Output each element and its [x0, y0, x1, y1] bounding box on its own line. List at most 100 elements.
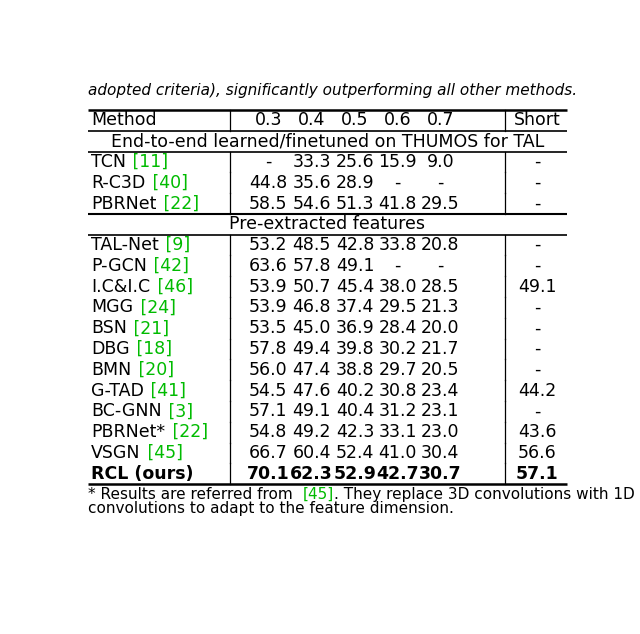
- Text: -: -: [534, 299, 540, 316]
- Text: 9.0: 9.0: [427, 153, 454, 171]
- Text: [46]: [46]: [152, 278, 193, 295]
- Text: -: -: [534, 236, 540, 254]
- Text: 29.5: 29.5: [421, 195, 460, 212]
- Text: 56.6: 56.6: [518, 444, 557, 462]
- Text: I.C&I.C: I.C&I.C: [91, 278, 150, 295]
- Text: 39.8: 39.8: [336, 340, 374, 358]
- Text: 41.8: 41.8: [379, 195, 417, 212]
- Text: DBG: DBG: [91, 340, 129, 358]
- Text: 20.8: 20.8: [421, 236, 460, 254]
- Text: 0.4: 0.4: [298, 112, 325, 129]
- Text: BSN: BSN: [91, 320, 127, 337]
- Text: 15.9: 15.9: [378, 153, 417, 171]
- Text: [22]: [22]: [158, 195, 199, 212]
- Text: 45.0: 45.0: [292, 320, 331, 337]
- Text: Pre-extracted features: Pre-extracted features: [229, 216, 425, 233]
- Text: -: -: [265, 153, 271, 171]
- Text: 47.4: 47.4: [292, 361, 331, 379]
- Text: 38.0: 38.0: [378, 278, 417, 295]
- Text: 53.2: 53.2: [249, 236, 287, 254]
- Text: 49.1: 49.1: [292, 403, 331, 420]
- Text: 0.7: 0.7: [427, 112, 454, 129]
- Text: -: -: [534, 153, 540, 171]
- Text: * Results are referred from: * Results are referred from: [88, 488, 302, 502]
- Text: 57.1: 57.1: [249, 403, 287, 420]
- Text: 28.5: 28.5: [421, 278, 460, 295]
- Text: -: -: [534, 174, 540, 191]
- Text: -: -: [534, 195, 540, 212]
- Text: 42.8: 42.8: [336, 236, 374, 254]
- Text: [11]: [11]: [127, 153, 168, 171]
- Text: 53.9: 53.9: [249, 299, 287, 316]
- Text: 40.2: 40.2: [336, 382, 374, 399]
- Text: 30.8: 30.8: [378, 382, 417, 399]
- Text: PBRNet: PBRNet: [91, 195, 156, 212]
- Text: TCN: TCN: [91, 153, 126, 171]
- Text: 33.8: 33.8: [378, 236, 417, 254]
- Text: 48.5: 48.5: [292, 236, 331, 254]
- Text: 23.1: 23.1: [421, 403, 460, 420]
- Text: -: -: [395, 257, 401, 275]
- Text: 28.9: 28.9: [336, 174, 374, 191]
- Text: 23.4: 23.4: [421, 382, 460, 399]
- Text: 29.7: 29.7: [378, 361, 417, 379]
- Text: [41]: [41]: [145, 382, 186, 399]
- Text: Method: Method: [91, 112, 156, 129]
- Text: VSGN: VSGN: [91, 444, 140, 462]
- Text: [24]: [24]: [134, 299, 175, 316]
- Text: 21.7: 21.7: [421, 340, 460, 358]
- Text: 57.8: 57.8: [249, 340, 287, 358]
- Text: MGG: MGG: [91, 299, 133, 316]
- Text: 49.1: 49.1: [518, 278, 557, 295]
- Text: convolutions to adapt to the feature dimension.: convolutions to adapt to the feature dim…: [88, 501, 454, 516]
- Text: -: -: [534, 340, 540, 358]
- Text: RCL (ours): RCL (ours): [91, 465, 193, 482]
- Text: 52.9: 52.9: [333, 465, 376, 482]
- Text: 52.4: 52.4: [336, 444, 374, 462]
- Text: 33.1: 33.1: [378, 424, 417, 441]
- Text: 49.1: 49.1: [336, 257, 374, 275]
- Text: 47.6: 47.6: [292, 382, 331, 399]
- Text: 54.5: 54.5: [249, 382, 287, 399]
- Text: [45]: [45]: [302, 488, 333, 502]
- Text: [40]: [40]: [147, 174, 188, 191]
- Text: R-C3D: R-C3D: [91, 174, 145, 191]
- Text: [20]: [20]: [132, 361, 174, 379]
- Text: Short: Short: [514, 112, 561, 129]
- Text: 30.7: 30.7: [419, 465, 461, 482]
- Text: PBRNet*: PBRNet*: [91, 424, 165, 441]
- Text: [18]: [18]: [131, 340, 172, 358]
- Text: 46.8: 46.8: [292, 299, 331, 316]
- Text: . They replace 3D convolutions with 1D: . They replace 3D convolutions with 1D: [333, 488, 634, 502]
- Text: 31.2: 31.2: [378, 403, 417, 420]
- Text: 20.5: 20.5: [421, 361, 460, 379]
- Text: 44.2: 44.2: [518, 382, 556, 399]
- Text: 40.4: 40.4: [336, 403, 374, 420]
- Text: 20.0: 20.0: [421, 320, 460, 337]
- Text: [22]: [22]: [166, 424, 207, 441]
- Text: 50.7: 50.7: [292, 278, 331, 295]
- Text: 36.9: 36.9: [336, 320, 374, 337]
- Text: 51.3: 51.3: [336, 195, 374, 212]
- Text: 25.6: 25.6: [336, 153, 374, 171]
- Text: 21.3: 21.3: [421, 299, 460, 316]
- Text: -: -: [534, 320, 540, 337]
- Text: 54.6: 54.6: [292, 195, 331, 212]
- Text: 44.8: 44.8: [249, 174, 287, 191]
- Text: 38.8: 38.8: [336, 361, 374, 379]
- Text: -: -: [437, 257, 444, 275]
- Text: 0.6: 0.6: [384, 112, 412, 129]
- Text: [3]: [3]: [163, 403, 193, 420]
- Text: 70.1: 70.1: [247, 465, 290, 482]
- Text: 53.5: 53.5: [249, 320, 287, 337]
- Text: 49.4: 49.4: [292, 340, 331, 358]
- Text: 57.1: 57.1: [516, 465, 559, 482]
- Text: 30.2: 30.2: [378, 340, 417, 358]
- Text: adopted criteria), significantly outperforming all other methods.: adopted criteria), significantly outperf…: [88, 83, 577, 98]
- Text: 45.4: 45.4: [336, 278, 374, 295]
- Text: 0.5: 0.5: [341, 112, 369, 129]
- Text: [45]: [45]: [142, 444, 183, 462]
- Text: 60.4: 60.4: [292, 444, 331, 462]
- Text: -: -: [395, 174, 401, 191]
- Text: -: -: [437, 174, 444, 191]
